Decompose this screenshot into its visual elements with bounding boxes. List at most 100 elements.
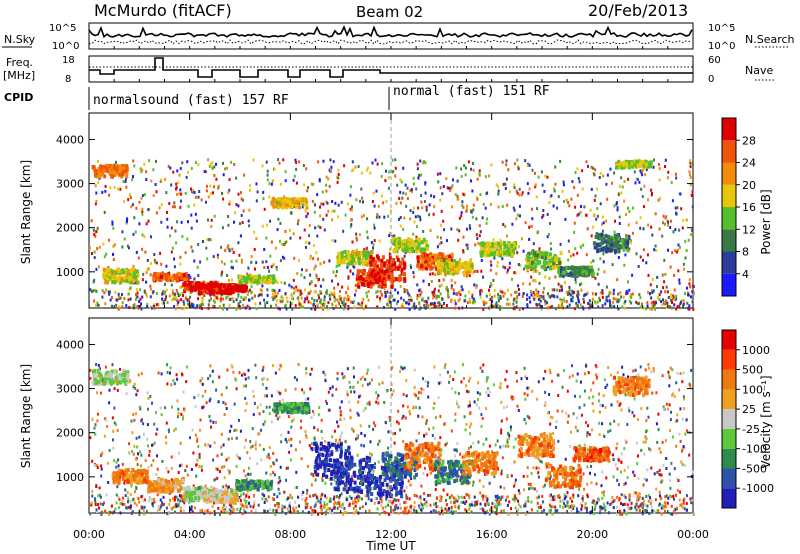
power-cell [424, 182, 427, 186]
power-cell [617, 193, 620, 197]
power-cell [664, 272, 667, 276]
velocity-cell [607, 430, 610, 434]
power-patch-cell [510, 243, 514, 248]
power-cell [379, 290, 382, 294]
power-cell [173, 257, 176, 261]
power-cell [574, 278, 577, 281]
power-patch-cell [624, 245, 628, 249]
power-cell [536, 207, 539, 211]
velocity-cell [152, 443, 155, 447]
power-cell [121, 301, 124, 305]
velocity-cell [468, 379, 470, 383]
velocity-cell [405, 485, 408, 489]
velocity-cell [89, 436, 92, 440]
power-patch-cell [113, 270, 117, 275]
power-cell [520, 193, 523, 197]
velocity-cell [116, 428, 119, 432]
power-patch-cell [291, 197, 295, 202]
power-cell [300, 273, 303, 277]
power-cell [350, 208, 353, 212]
power-cell [502, 182, 505, 186]
power-cell [131, 203, 134, 207]
power-cell [641, 169, 644, 172]
power-cell [332, 307, 335, 310]
power-patch-cell [445, 261, 449, 266]
power-patch-cell [453, 266, 457, 271]
power-cell [170, 283, 173, 287]
power-patch-cell [526, 257, 530, 262]
power-patch-cell [396, 266, 400, 271]
power-cell [111, 304, 113, 308]
power-patch-cell [124, 268, 128, 273]
power-cell [664, 165, 666, 168]
power-cell [534, 171, 536, 175]
power-cell [232, 296, 235, 300]
power-cell [624, 300, 627, 303]
power-cell [495, 301, 498, 305]
power-cell [161, 292, 164, 296]
velocity-cell [157, 371, 160, 375]
power-cell [480, 259, 483, 262]
power-patch-cell [512, 242, 516, 247]
power-cell [367, 298, 370, 302]
power-cell [628, 299, 631, 303]
power-cell [544, 275, 547, 279]
power-cell [518, 204, 521, 208]
power-cell [506, 268, 509, 272]
velocity-cell [444, 363, 447, 367]
power-cell [578, 180, 581, 184]
power-cell [249, 184, 252, 188]
power-patch-cell [235, 284, 239, 289]
power-cell [571, 295, 574, 299]
power-cell [537, 294, 540, 298]
power-patch-cell [115, 276, 118, 281]
power-cell [296, 288, 299, 292]
power-cell [675, 211, 678, 215]
power-cell [498, 299, 500, 303]
power-cell [376, 305, 379, 309]
velocity-cell [588, 433, 591, 436]
power-cell [347, 276, 350, 280]
power-patch-cell [265, 280, 269, 285]
velocity-cell [305, 435, 308, 439]
power-cell [404, 183, 407, 187]
power-cell [526, 304, 529, 308]
power-cell [179, 285, 182, 289]
power-cell [433, 205, 436, 209]
power-patch-cell [597, 248, 601, 253]
power-cell [205, 246, 208, 250]
power-patch-cell [563, 270, 567, 275]
power-cell [667, 223, 669, 227]
power-cell [271, 179, 274, 183]
power-patch-cell [124, 169, 127, 173]
power-cell [541, 183, 544, 187]
power-cell [687, 291, 690, 295]
power-patch-cell [381, 255, 385, 260]
power-cell [313, 290, 316, 294]
power-cell [668, 305, 671, 309]
power-cell [657, 295, 659, 299]
velocity-cell [250, 510, 253, 514]
power-patch-cell [126, 272, 130, 277]
power-cell [133, 216, 136, 220]
power-cell [263, 298, 266, 302]
power-cell [402, 166, 405, 170]
velocity-cell [549, 371, 552, 375]
power-patch-cell [390, 258, 394, 263]
power-cell [399, 224, 402, 228]
power-cell [380, 293, 383, 297]
power-cell [640, 187, 643, 191]
power-cell [382, 201, 385, 205]
power-cell [658, 293, 661, 297]
power-patch-cell [426, 264, 430, 268]
power-patch-cell [103, 165, 107, 170]
power-patch-cell [600, 232, 604, 237]
velocity-cell [658, 468, 661, 472]
velocity-cell [142, 432, 145, 436]
power-cell [690, 295, 692, 299]
power-cell [140, 307, 143, 311]
power-patch-cell [184, 272, 188, 277]
power-cell [686, 301, 689, 305]
power-patch-cell [580, 272, 584, 277]
